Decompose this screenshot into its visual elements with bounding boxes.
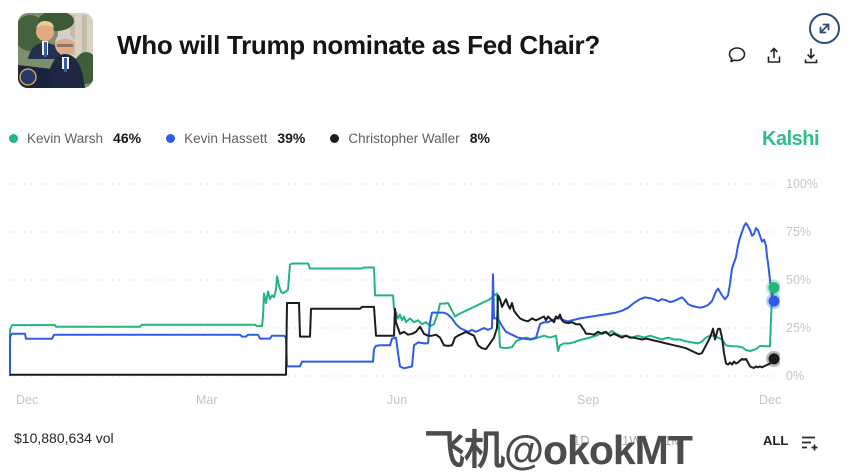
expand-icon[interactable]	[808, 12, 841, 45]
trump-powell-image	[18, 13, 93, 88]
chart-legend: Kevin Warsh 46% Kevin Hassett 39% Christ…	[9, 130, 490, 146]
legend-label: Christopher Waller	[348, 130, 460, 146]
legend-item-warsh[interactable]: Kevin Warsh 46%	[9, 130, 141, 146]
x-axis-label: Dec	[759, 393, 782, 407]
y-axis-label: 25%	[786, 321, 812, 335]
series-line-kevin-warsh	[9, 262, 775, 375]
y-axis-label: 75%	[786, 225, 812, 239]
legend-dot-black	[330, 133, 340, 143]
legend-label: Kevin Warsh	[27, 130, 104, 146]
page-title: Who will Trump nominate as Fed Chair?	[117, 30, 600, 60]
y-axis-label: 50%	[786, 273, 812, 287]
series-line-kevin-hassett	[9, 222, 775, 376]
legend-label: Kevin Hassett	[184, 130, 268, 146]
x-axis-label: Mar	[196, 393, 218, 407]
comment-icon[interactable]	[727, 45, 747, 65]
range-all[interactable]: ALL	[763, 433, 789, 448]
range-1d[interactable]: 1D	[573, 433, 590, 448]
endpoint-dot-kevin-hassett	[768, 295, 780, 307]
legend-item-waller[interactable]: Christopher Waller 8%	[330, 130, 490, 146]
x-axis-label: Dec	[16, 393, 39, 407]
share-icon[interactable]	[764, 45, 784, 65]
legend-item-hassett[interactable]: Kevin Hassett 39%	[166, 130, 305, 146]
series-line-christopher-waller	[10, 294, 775, 376]
endpoint-dot-christopher-waller	[768, 353, 780, 365]
range-1w[interactable]: 1W	[622, 433, 642, 448]
legend-dot-blue	[166, 133, 176, 143]
y-axis-label: 100%	[786, 177, 818, 191]
x-axis-label: Jun	[387, 393, 408, 407]
legend-dot-green	[9, 133, 18, 143]
y-axis-label: 0%	[786, 369, 805, 383]
x-axis-label: Sep	[577, 393, 600, 407]
legend-value: 8%	[469, 130, 490, 146]
filter-icon[interactable]	[800, 434, 820, 452]
watermark: 飞机@okokMT	[424, 427, 693, 473]
kalshi-logo: Kalshi	[762, 128, 820, 150]
price-chart-area: 100% 75% 50% 25% 0% Dec Mar Jun Sep Dec	[0, 170, 851, 410]
volume-label: $10,880,634 vol	[14, 430, 114, 446]
legend-value: 46%	[113, 130, 142, 146]
endpoint-dot-kevin-warsh	[768, 282, 780, 294]
download-icon[interactable]	[801, 45, 821, 65]
range-1m[interactable]: 1M	[664, 433, 683, 448]
market-thumbnail	[18, 13, 93, 88]
legend-value: 39%	[277, 130, 306, 146]
price-chart[interactable]	[8, 176, 780, 380]
